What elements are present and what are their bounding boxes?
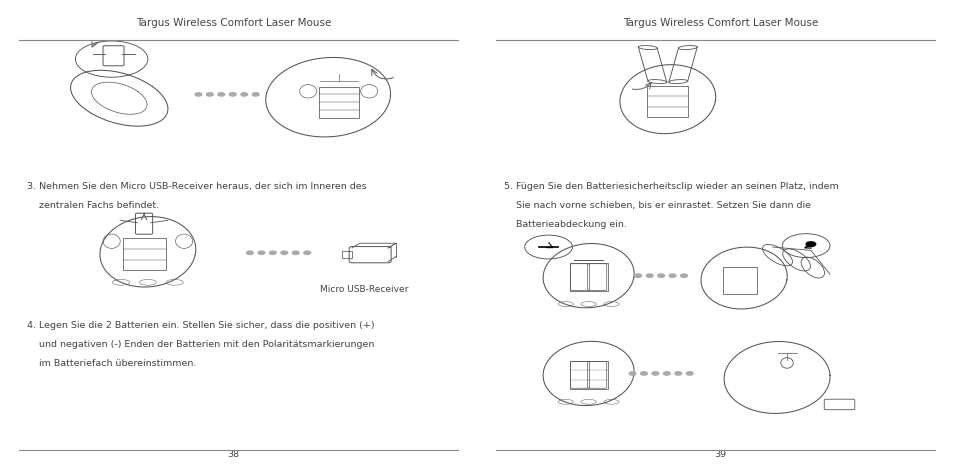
Text: Sie nach vorne schieben, bis er einrastet. Setzen Sie dann die: Sie nach vorne schieben, bis er einraste…	[503, 201, 810, 210]
Text: im Batteriefach übereinstimmen.: im Batteriefach übereinstimmen.	[27, 358, 196, 367]
Circle shape	[257, 251, 264, 255]
Bar	[646, 87, 687, 118]
Circle shape	[628, 372, 635, 375]
Bar	[722, 268, 757, 294]
Circle shape	[657, 274, 663, 278]
Circle shape	[685, 372, 692, 375]
Text: und negativen (-) Enden der Batterien mit den Polaritätsmarkierungen: und negativen (-) Enden der Batterien mi…	[27, 339, 374, 348]
Circle shape	[805, 242, 815, 247]
Circle shape	[645, 274, 652, 278]
Text: Micro USB-Receiver: Micro USB-Receiver	[320, 285, 408, 294]
Circle shape	[668, 274, 676, 278]
Text: 4. Legen Sie die 2 Batterien ein. Stellen Sie sicher, dass die positiven (+): 4. Legen Sie die 2 Batterien ein. Stelle…	[27, 320, 374, 329]
Text: 38: 38	[228, 449, 239, 458]
Circle shape	[246, 251, 253, 255]
Circle shape	[269, 251, 275, 255]
Text: Targus Wireless Comfort Laser Mouse: Targus Wireless Comfort Laser Mouse	[136, 18, 331, 28]
Circle shape	[280, 251, 288, 255]
Circle shape	[303, 251, 310, 255]
Bar	[122, 238, 165, 271]
Circle shape	[679, 274, 686, 278]
Circle shape	[206, 93, 213, 97]
Bar	[318, 88, 358, 119]
Text: 39: 39	[714, 449, 725, 458]
Circle shape	[634, 274, 640, 278]
Text: Targus Wireless Comfort Laser Mouse: Targus Wireless Comfort Laser Mouse	[622, 18, 817, 28]
Text: 5. Fügen Sie den Batteriesicherheitsclip wieder an seinen Platz, indem: 5. Fügen Sie den Batteriesicherheitsclip…	[503, 182, 838, 191]
Text: Batterieabdeckung ein.: Batterieabdeckung ein.	[503, 220, 626, 229]
Circle shape	[217, 93, 224, 97]
Circle shape	[674, 372, 680, 375]
Circle shape	[240, 93, 248, 97]
Circle shape	[662, 372, 669, 375]
Circle shape	[252, 93, 259, 97]
Bar	[342, 251, 352, 259]
Circle shape	[639, 372, 646, 375]
Text: 3. Nehmen Sie den Micro USB-Receiver heraus, der sich im Inneren des: 3. Nehmen Sie den Micro USB-Receiver her…	[27, 182, 366, 191]
Text: zentralen Fachs befindet.: zentralen Fachs befindet.	[27, 201, 158, 210]
Circle shape	[194, 93, 201, 97]
Circle shape	[292, 251, 298, 255]
Circle shape	[229, 93, 235, 97]
Bar	[569, 263, 607, 292]
Circle shape	[651, 372, 658, 375]
Bar	[569, 361, 607, 389]
